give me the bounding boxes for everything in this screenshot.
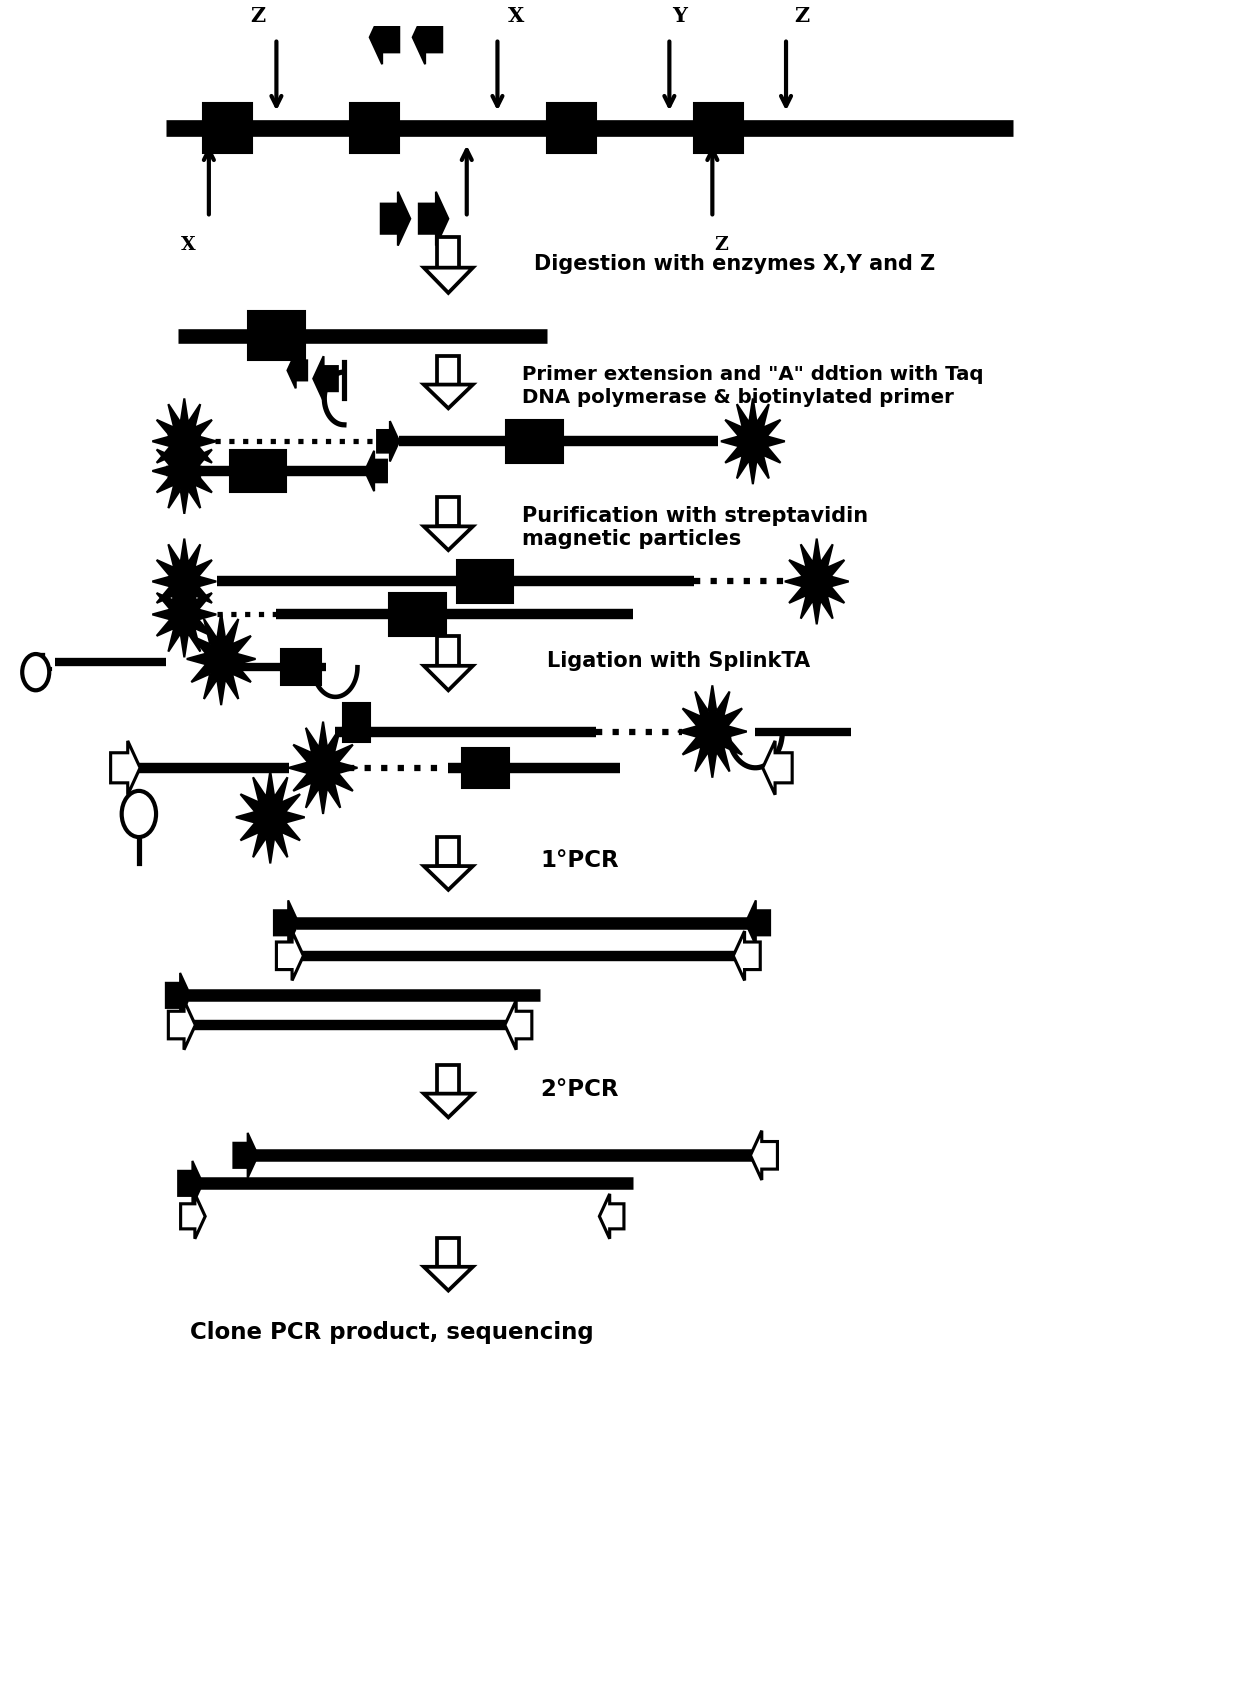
Polygon shape <box>785 540 848 625</box>
Text: Digestion with enzymes X,Y and Z: Digestion with enzymes X,Y and Z <box>534 254 935 274</box>
Text: magnetic particles: magnetic particles <box>522 530 742 550</box>
Polygon shape <box>438 498 459 526</box>
Polygon shape <box>424 1267 472 1291</box>
Text: Clone PCR product, sequencing: Clone PCR product, sequencing <box>191 1320 594 1343</box>
Polygon shape <box>153 572 216 657</box>
Polygon shape <box>438 237 459 267</box>
Polygon shape <box>381 192 410 245</box>
Polygon shape <box>720 398 785 484</box>
Polygon shape <box>413 10 441 64</box>
Polygon shape <box>419 192 448 245</box>
Polygon shape <box>438 356 459 385</box>
Bar <box>342 728 370 743</box>
Polygon shape <box>438 1237 459 1267</box>
Polygon shape <box>110 741 140 795</box>
Polygon shape <box>599 1194 624 1239</box>
Bar <box>389 593 445 635</box>
Polygon shape <box>288 353 308 388</box>
Polygon shape <box>750 1131 777 1180</box>
Polygon shape <box>678 686 746 778</box>
Polygon shape <box>233 1133 258 1178</box>
Text: Y: Y <box>671 7 687 27</box>
Polygon shape <box>153 540 216 625</box>
Polygon shape <box>745 901 770 945</box>
Bar <box>229 451 286 493</box>
Bar <box>350 104 399 153</box>
Text: 1°PCR: 1°PCR <box>541 849 619 872</box>
Polygon shape <box>438 837 459 866</box>
Circle shape <box>122 792 156 837</box>
Polygon shape <box>179 1162 202 1205</box>
Polygon shape <box>153 429 216 514</box>
Polygon shape <box>424 1094 472 1118</box>
Polygon shape <box>277 931 304 980</box>
Text: Ligation with SplinkTA: Ligation with SplinkTA <box>547 651 810 671</box>
Polygon shape <box>377 422 399 462</box>
Text: X: X <box>181 235 195 254</box>
Bar <box>281 649 320 686</box>
Polygon shape <box>166 973 191 1019</box>
Bar <box>456 560 513 603</box>
Polygon shape <box>274 901 299 945</box>
Bar <box>693 104 743 153</box>
Bar <box>461 748 508 788</box>
Polygon shape <box>763 741 792 795</box>
Polygon shape <box>236 772 305 864</box>
Polygon shape <box>289 721 357 814</box>
Text: Z: Z <box>250 7 265 27</box>
Bar <box>547 104 595 153</box>
Polygon shape <box>314 356 337 402</box>
Text: 2°PCR: 2°PCR <box>541 1078 619 1101</box>
Text: Z: Z <box>714 235 728 254</box>
Text: X: X <box>507 7 523 27</box>
Polygon shape <box>365 451 387 491</box>
Polygon shape <box>370 10 399 64</box>
Text: Purification with streptavidin: Purification with streptavidin <box>522 506 868 526</box>
Bar <box>248 311 305 361</box>
Polygon shape <box>424 866 472 889</box>
Text: DNA polymerase & biotinylated primer: DNA polymerase & biotinylated primer <box>522 388 954 407</box>
Polygon shape <box>187 614 255 706</box>
Polygon shape <box>505 1000 532 1051</box>
Polygon shape <box>733 931 760 980</box>
Polygon shape <box>153 398 216 484</box>
Circle shape <box>22 654 50 691</box>
Polygon shape <box>438 635 459 666</box>
Bar <box>506 420 562 462</box>
Polygon shape <box>169 1000 195 1051</box>
Polygon shape <box>424 267 472 292</box>
Bar <box>342 704 370 726</box>
Polygon shape <box>424 666 472 691</box>
Polygon shape <box>438 1064 459 1094</box>
Polygon shape <box>424 385 472 408</box>
Bar <box>202 104 252 153</box>
Polygon shape <box>424 526 472 550</box>
Polygon shape <box>181 1194 205 1239</box>
Text: Primer extension and "A" ddtion with Taq: Primer extension and "A" ddtion with Taq <box>522 365 983 383</box>
Text: Z: Z <box>794 7 810 27</box>
